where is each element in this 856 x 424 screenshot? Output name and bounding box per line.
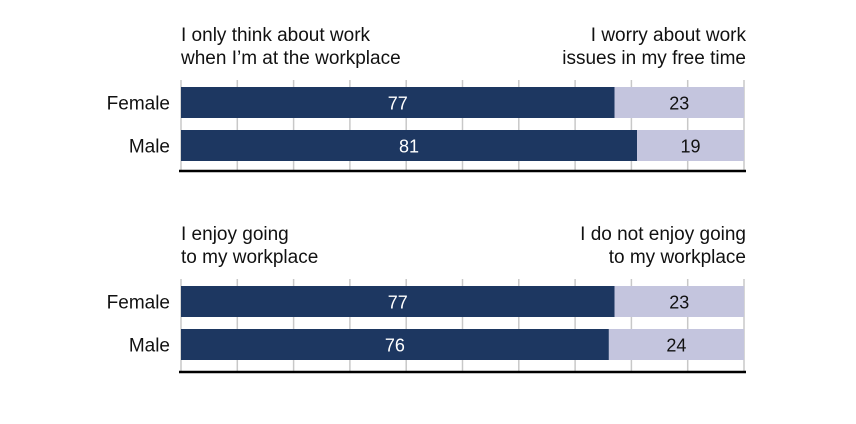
left-header-label: when I’m at the workplace	[180, 48, 401, 69]
left-header-label: I only think about work	[181, 25, 371, 46]
data-label: 76	[385, 336, 405, 356]
right-header-label: I worry about work	[591, 25, 747, 46]
category-label: Male	[129, 336, 170, 357]
data-label: 23	[669, 94, 689, 114]
bar-segment	[614, 286, 744, 317]
data-label: 19	[680, 137, 700, 157]
data-label: 77	[388, 293, 408, 313]
right-header-label: issues in my free time	[562, 48, 746, 69]
category-label: Male	[129, 137, 170, 158]
data-label: 23	[669, 293, 689, 313]
category-label: Female	[107, 94, 170, 115]
bar-segment	[637, 130, 744, 161]
bar-segment	[614, 87, 744, 118]
bar-segment	[608, 329, 744, 360]
bar-segment	[181, 286, 615, 317]
bar-segment	[181, 87, 615, 118]
category-label: Female	[107, 293, 170, 314]
left-header-label: to my workplace	[181, 247, 318, 268]
left-header-label: I enjoy going	[181, 224, 289, 245]
data-label: 24	[666, 336, 686, 356]
bar-segment	[181, 130, 638, 161]
data-label: 81	[399, 137, 419, 157]
right-header-label: to my workplace	[609, 247, 746, 268]
bar-segment	[181, 329, 609, 360]
data-label: 77	[388, 94, 408, 114]
right-header-label: I do not enjoy going	[580, 224, 746, 245]
